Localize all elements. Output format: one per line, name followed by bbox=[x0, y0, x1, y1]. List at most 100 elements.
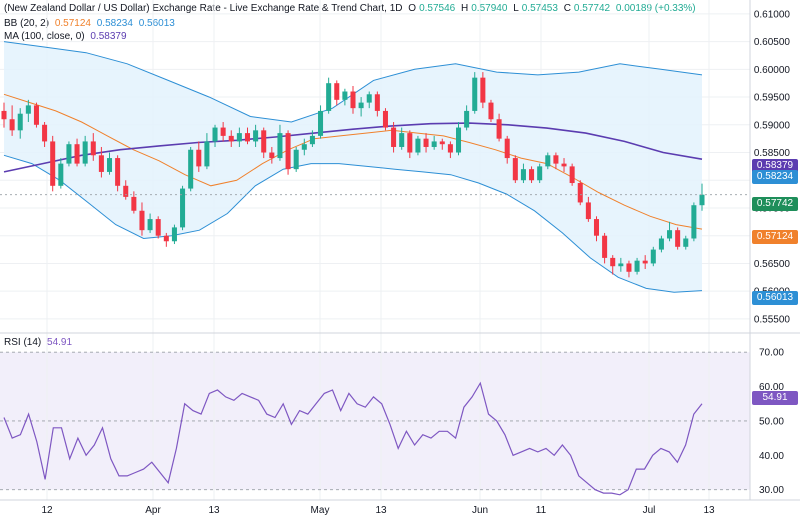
candle-body bbox=[391, 127, 397, 147]
rsi-price-tag: 54.91 bbox=[752, 391, 798, 405]
candle-body bbox=[699, 194, 705, 206]
candle-body bbox=[480, 77, 486, 103]
rsi-tick-label: 40.00 bbox=[759, 451, 784, 462]
time-tick-label: 13 bbox=[375, 505, 387, 516]
candle-body bbox=[545, 155, 551, 167]
rsi-tick-label: 50.00 bbox=[759, 416, 784, 427]
candle-body bbox=[358, 102, 364, 109]
candle-body bbox=[90, 141, 96, 156]
price-tick-label: 0.58500 bbox=[754, 148, 791, 159]
rsi-value: 54.91 bbox=[47, 337, 73, 348]
bb-legend: BB (20, 2) 0.57124 0.58234 0.56013 bbox=[4, 18, 178, 29]
candle-body bbox=[244, 133, 251, 142]
candle-body bbox=[496, 119, 502, 139]
bb-fill bbox=[4, 41, 702, 293]
candle-body bbox=[25, 105, 31, 114]
candle-body bbox=[423, 138, 429, 147]
price-tick-label: 0.60000 bbox=[754, 65, 791, 76]
candle-body bbox=[399, 133, 405, 147]
low-label: L bbox=[513, 3, 519, 14]
candle-body bbox=[642, 260, 648, 264]
rsi-tick-label: 30.00 bbox=[759, 485, 784, 496]
candle-body bbox=[650, 249, 656, 264]
chart-header: (New Zealand Dollar / US Dollar) Exchang… bbox=[4, 3, 699, 14]
time-tick-label: Apr bbox=[145, 505, 161, 516]
candle-body bbox=[464, 110, 470, 128]
candle-body bbox=[293, 149, 299, 170]
bb-middle-line bbox=[3, 93, 703, 230]
candle-body bbox=[261, 130, 267, 153]
candle-body bbox=[277, 133, 283, 159]
candle-body bbox=[106, 158, 113, 172]
candle-body bbox=[455, 127, 462, 153]
candle-body bbox=[585, 202, 591, 220]
candle-body bbox=[163, 235, 169, 242]
high-value: 0.57940 bbox=[471, 3, 508, 14]
ma-value: 0.58379 bbox=[90, 31, 127, 42]
time-tick-label: Jul bbox=[643, 505, 656, 516]
open-value: 0.57546 bbox=[419, 3, 456, 14]
candle-body bbox=[301, 144, 307, 150]
open-label: O bbox=[408, 3, 417, 14]
candle-body bbox=[553, 155, 559, 164]
bb-middle-price-tag: 0.57124 bbox=[752, 230, 798, 244]
candle-body bbox=[577, 183, 583, 203]
candle-body bbox=[439, 141, 445, 145]
rsi-line bbox=[3, 381, 703, 496]
candle-body bbox=[220, 127, 226, 136]
candle-body bbox=[382, 110, 388, 128]
candle-body bbox=[561, 163, 567, 167]
time-tick-label: Jun bbox=[472, 505, 488, 516]
time-tick-label: 11 bbox=[536, 505, 547, 516]
candle-body bbox=[33, 105, 39, 125]
candle-body bbox=[1, 110, 7, 120]
candle-body bbox=[488, 102, 494, 120]
price-tick-label: 0.59000 bbox=[754, 120, 791, 131]
candle-body bbox=[318, 110, 324, 136]
candle-body bbox=[285, 133, 291, 170]
candle-body bbox=[667, 230, 673, 239]
candle-body bbox=[374, 94, 380, 111]
candle-body bbox=[504, 138, 510, 159]
close-price-tag: 0.57742 bbox=[752, 197, 798, 211]
bb-upper-value: 0.58234 bbox=[96, 18, 133, 29]
bb-lower-value: 0.56013 bbox=[138, 18, 175, 29]
price-tick-label: 0.56500 bbox=[754, 259, 791, 270]
candle-body bbox=[236, 133, 242, 142]
close-label: C bbox=[563, 3, 571, 14]
candle-body bbox=[9, 119, 15, 131]
ma-label: MA (100, close, 0) bbox=[4, 31, 85, 42]
price-tick-label: 0.61000 bbox=[754, 9, 791, 20]
ma-price-tag: 0.58379 bbox=[752, 159, 798, 173]
candle-body bbox=[171, 227, 177, 242]
candle-body bbox=[253, 130, 259, 142]
candle-body bbox=[675, 230, 681, 247]
candle-body bbox=[82, 141, 88, 164]
high-label: H bbox=[461, 3, 469, 14]
candle-body bbox=[180, 188, 186, 228]
chart-title: (New Zealand Dollar / US Dollar) Exchang… bbox=[4, 3, 403, 14]
candle-body bbox=[196, 149, 202, 167]
close-value: 0.57742 bbox=[573, 3, 611, 14]
candle-body bbox=[350, 91, 356, 109]
candle-body bbox=[326, 83, 332, 111]
candle-body bbox=[204, 141, 210, 167]
candle-body bbox=[188, 149, 194, 189]
candle-body bbox=[691, 205, 697, 239]
price-tick-label: 0.60500 bbox=[754, 37, 791, 48]
candle-body bbox=[658, 238, 664, 250]
candle-body bbox=[512, 158, 518, 181]
candle-body bbox=[66, 144, 72, 164]
candle-body bbox=[342, 91, 348, 100]
bb-middle-value: 0.57124 bbox=[54, 18, 91, 29]
candle-body bbox=[407, 133, 413, 153]
candle-body bbox=[415, 138, 421, 153]
candle-body bbox=[309, 135, 315, 145]
low-value: 0.57453 bbox=[521, 3, 558, 14]
candle-body bbox=[593, 219, 600, 236]
price-tick-label: 0.59500 bbox=[754, 93, 791, 104]
bb-label: BB (20, 2) bbox=[4, 18, 50, 29]
candle-body bbox=[147, 219, 153, 231]
candle-body bbox=[618, 263, 624, 267]
